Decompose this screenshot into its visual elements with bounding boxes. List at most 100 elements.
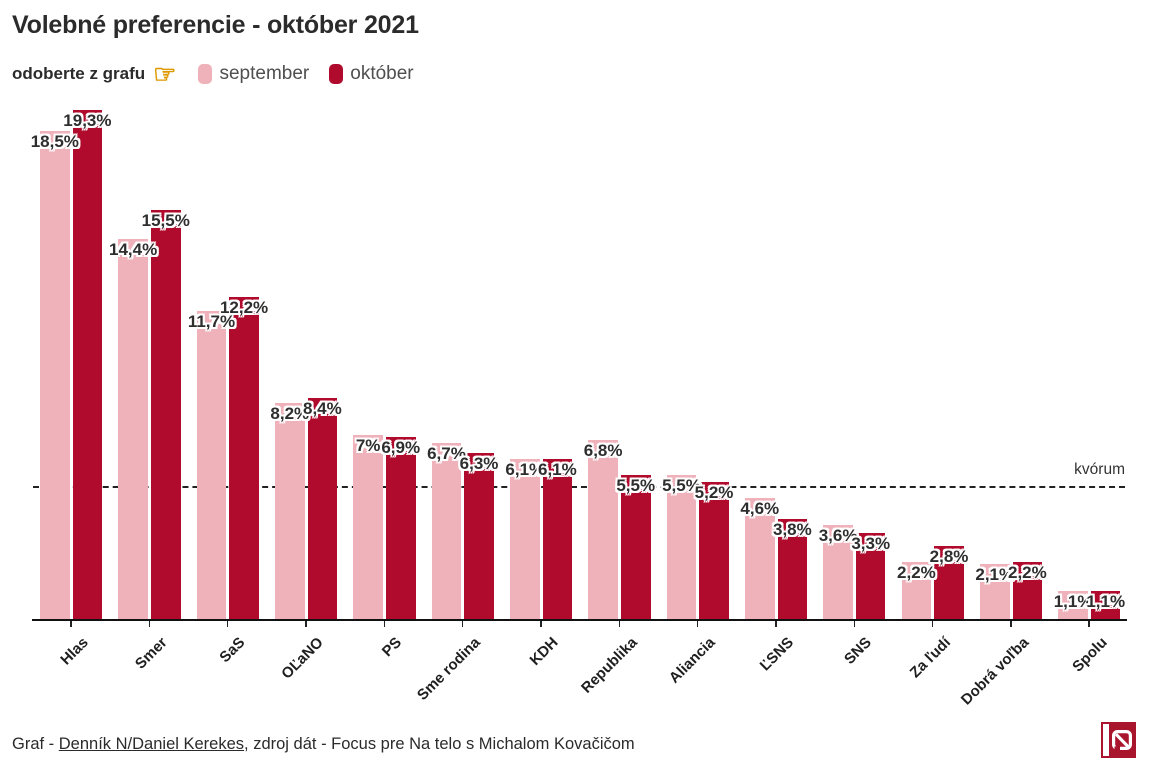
bar-september-Dobrá voľba: [979, 564, 1010, 620]
value-label-september-Sme rodina: 6,7%: [427, 443, 466, 463]
bar-september-Hlas: [40, 130, 70, 620]
value-label-september-OĽaNO: 8,2%: [270, 404, 310, 424]
x-axis-label-Republika: Republika: [577, 634, 641, 697]
dennikn-logo: DENNÍK: [1101, 722, 1136, 758]
x-axis-label-SaS: SaS: [216, 634, 249, 667]
legend-item-september[interactable]: september: [198, 63, 309, 85]
bar-október-OĽaNO: [307, 397, 338, 620]
bar-október-Republika: [620, 474, 651, 620]
x-axis-tick: [853, 620, 856, 627]
x-axis-label-ĽSNS: ĽSNS: [756, 634, 798, 675]
x-axis-label-Dobrá voľba: Dobrá voľba: [957, 634, 1032, 709]
bar-október-SNS: [855, 532, 886, 620]
bar-október-Aliancia: [699, 482, 729, 620]
x-axis-tick: [226, 620, 229, 627]
bar-september-Sme rodina: [431, 442, 462, 620]
value-label-október-Smer: 15,5%: [141, 211, 190, 231]
value-label-september-PS: 7%: [355, 435, 381, 455]
value-label-september-ĽSNS: 4,6%: [740, 499, 780, 519]
value-label-október-Za ľudí: 2,8%: [929, 546, 969, 566]
x-axis-line: [32, 618, 1127, 621]
x-axis-tick: [383, 620, 386, 627]
value-label-október-ĽSNS: 3,8%: [772, 520, 812, 540]
value-label-september-SaS: 11,7%: [187, 311, 236, 331]
footer-prefix: Graf -: [12, 735, 59, 753]
bar-október-ĽSNS: [777, 519, 808, 620]
bar-september-Republika: [588, 440, 618, 620]
x-axis-tick: [1010, 620, 1012, 627]
value-label-september-Za ľudí: 2,2%: [897, 562, 936, 582]
value-label-september-Smer: 14,4%: [109, 240, 158, 260]
quorum-label: kvórum: [1074, 461, 1125, 478]
bar-október-KDH: [542, 458, 573, 620]
value-label-september-KDH: 6,1%: [505, 459, 545, 479]
x-axis-label-Za ľudí: Za ľudí: [906, 634, 954, 682]
x-axis-tick: [775, 620, 777, 627]
bar-september-Spolu: [1058, 590, 1088, 620]
bar-september-SaS: [196, 310, 227, 620]
bar-september-OĽaNO: [274, 403, 305, 620]
bar-október-Dobrá voľba: [1012, 561, 1043, 620]
value-label-október-SNS: 3,3%: [851, 533, 891, 553]
legend-label: október: [350, 63, 414, 84]
value-label-september-Republika: 6,8%: [583, 441, 623, 461]
legend-swatch-september: [198, 64, 213, 84]
bar-september-PS: [353, 434, 383, 620]
bar-september-Za ľudí: [901, 561, 932, 620]
chart-legend: september október: [198, 63, 433, 85]
value-label-september-Spolu: 1,1%: [1053, 591, 1093, 611]
value-label-október-Republika: 5,5%: [616, 475, 656, 495]
legend-label: september: [219, 63, 310, 84]
bar-september-SNS: [823, 524, 853, 620]
x-axis-label-Smer: Smer: [131, 634, 171, 673]
x-axis-label-Aliancia: Aliancia: [665, 634, 719, 687]
dennikn-n-glyph: [1111, 729, 1132, 751]
legend-item-október[interactable]: október: [329, 63, 414, 85]
x-axis-tick: [305, 620, 307, 627]
bar-september-KDH: [509, 458, 540, 620]
value-label-september-Dobrá voľba: 2,1%: [975, 565, 1015, 585]
value-label-október-Sme rodina: 6,3%: [459, 454, 499, 474]
bar-október-SaS: [229, 297, 259, 620]
x-axis-label-Hlas: Hlas: [57, 634, 93, 669]
x-axis-tick: [618, 620, 621, 627]
x-axis-label-Spolu: Spolu: [1068, 634, 1111, 676]
value-label-október-SaS: 12,2%: [219, 298, 269, 318]
x-axis-label-OĽaNO: OĽaNO: [278, 634, 328, 683]
x-axis-tick: [148, 620, 151, 627]
value-label-október-Hlas: 19,3%: [63, 110, 112, 130]
dennikn-logo-vertical-text: DENNÍK: [1103, 724, 1109, 756]
value-label-september-Aliancia: 5,5%: [662, 475, 701, 495]
value-label-október-Aliancia: 5,2%: [694, 483, 734, 503]
pointing-hand-icon: ☞: [153, 59, 177, 89]
bar-september-Smer: [118, 239, 148, 620]
value-label-september-Hlas: 18,5%: [30, 131, 79, 151]
value-label-október-PS: 6,9%: [381, 438, 421, 458]
bar-september-Aliancia: [666, 474, 697, 620]
bar-október-Sme rodina: [464, 453, 494, 620]
author-link[interactable]: Denník N/Daniel Kerekes: [58, 735, 245, 753]
footer-attribution: Graf - Denník N/Daniel Kerekes, zdroj dá…: [12, 735, 635, 754]
x-axis-tick: [540, 620, 542, 627]
subheader: odoberte z grafu ☞ september október: [12, 60, 434, 88]
x-axis-tick: [1088, 620, 1091, 627]
x-axis-label-PS: PS: [379, 634, 406, 661]
remove-from-chart-hint: odoberte z grafu: [12, 64, 146, 83]
x-axis-tick: [70, 620, 72, 627]
footer-suffix: , zdroj dát - Focus pre Na telo s Michal…: [244, 735, 635, 753]
x-axis-label-Sme rodina: Sme rodina: [413, 634, 484, 704]
bar-október-Smer: [150, 210, 181, 620]
x-axis-label-SNS: SNS: [841, 634, 876, 668]
bar-september-ĽSNS: [744, 498, 775, 620]
legend-swatch-október: [329, 64, 344, 84]
page-title: Volebné preferencie - október 2021: [12, 11, 419, 39]
x-axis-tick: [931, 620, 934, 627]
value-label-október-Spolu: 1,1%: [1086, 591, 1126, 611]
value-label-október-Dobrá voľba: 2,2%: [1007, 562, 1047, 582]
x-axis-label-KDH: KDH: [527, 634, 563, 670]
bar-október-Hlas: [72, 109, 103, 620]
quorum-threshold-line: [33, 486, 1125, 489]
bar-október-Spolu: [1090, 590, 1121, 620]
